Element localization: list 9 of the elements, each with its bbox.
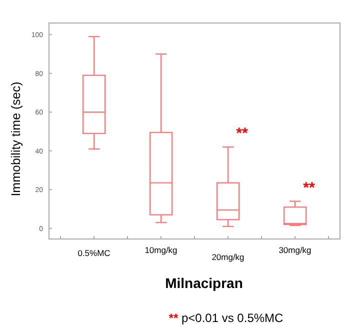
annotation: ** [236, 125, 248, 142]
text: ** p<0.01 vs 0.5%MC [168, 311, 284, 325]
x-tick-label: 30mg/kg [278, 245, 312, 255]
x-tick-label: 0.5%MC [78, 248, 110, 258]
annotation: ** [303, 179, 315, 196]
x-tick-label: 20mg/kg [212, 252, 245, 262]
x-tick-label: 10mg/kg [144, 245, 178, 255]
y-axis-title: Immobility time (sec) [9, 82, 23, 196]
x-axis-title: Milnacipran [165, 275, 243, 291]
